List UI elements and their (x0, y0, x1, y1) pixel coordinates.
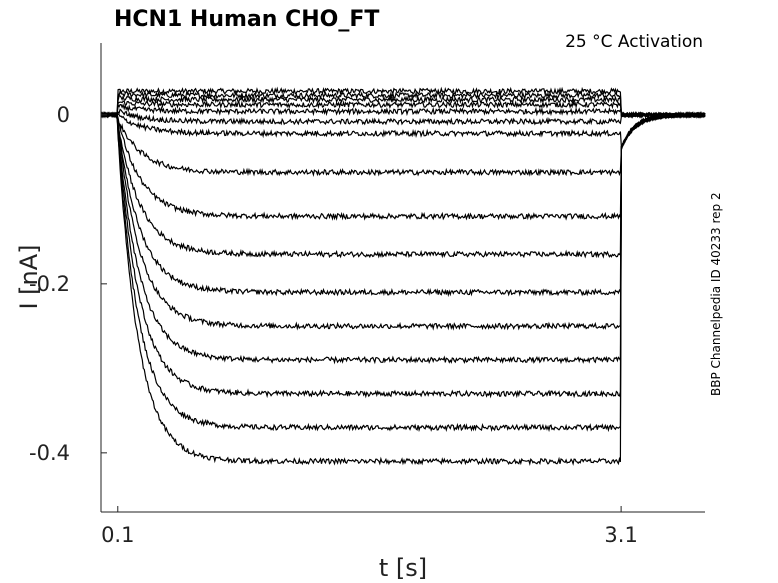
traces-group (100, 86, 706, 467)
side-id-label: BBP Channelpedia ID 40233 rep 2 (709, 192, 723, 396)
current-trace (100, 111, 706, 148)
current-trace (100, 111, 706, 331)
y-tick-label: -0.4 (29, 441, 70, 465)
y-tick-label: 0 (57, 103, 70, 127)
x-tick-label: 0.1 (101, 523, 134, 547)
current-trace (100, 108, 706, 127)
x-axis-label: t [s] (379, 554, 427, 582)
y-tick-label: -0.2 (29, 272, 70, 296)
current-trace (100, 112, 706, 259)
current-trace (100, 94, 706, 119)
y-ticks-group: 0 -0.2 -0.4 (29, 103, 107, 465)
current-trace (100, 102, 706, 119)
current-trace (100, 111, 706, 467)
current-trace (100, 111, 706, 177)
current-trace (100, 110, 706, 399)
current-trace (100, 86, 706, 120)
current-trace (100, 111, 706, 221)
condition-annotation: 25 °C Activation (565, 32, 703, 52)
current-trace (100, 111, 706, 298)
current-trace (100, 99, 706, 119)
y-axis-label: I [nA] (15, 244, 43, 309)
current-trace (100, 111, 706, 433)
x-tick-label: 3.1 (604, 523, 637, 547)
current-trace (100, 112, 706, 365)
x-ticks-group: 0.1 3.1 (101, 506, 638, 547)
chart-title: HCN1 Human CHO_FT (114, 7, 379, 32)
